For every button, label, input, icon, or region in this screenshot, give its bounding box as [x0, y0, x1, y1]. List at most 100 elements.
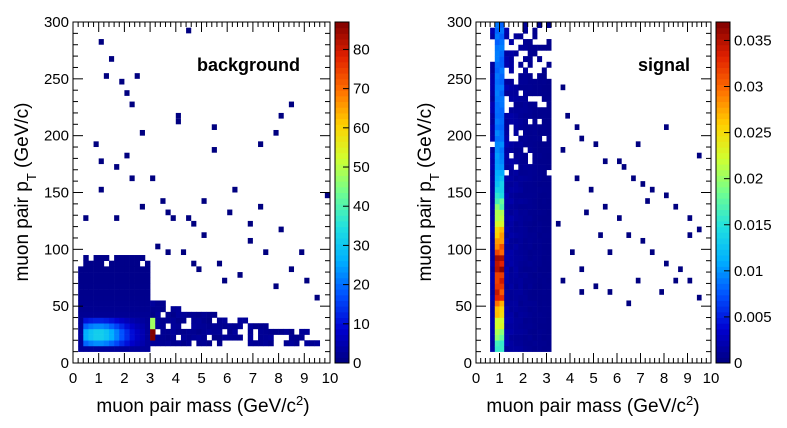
heatmap-cell [490, 272, 496, 279]
heatmap-cell [227, 328, 233, 335]
heatmap-cell [494, 33, 500, 40]
heatmap-cell [513, 186, 519, 193]
y-tick-label: 50 [52, 298, 69, 315]
heatmap-cell [144, 317, 151, 324]
heatmap-cell [119, 78, 125, 85]
heatmap-cell [83, 255, 89, 261]
heatmap-cell [494, 112, 500, 119]
heatmap-cell [546, 141, 552, 148]
colorbar-segment [716, 226, 730, 233]
heatmap-cell [139, 203, 145, 210]
colorbar-segment [335, 277, 349, 284]
heatmap-cell [114, 323, 120, 330]
heatmap-cell [124, 340, 130, 347]
heatmap-cell [211, 311, 218, 318]
heatmap-cell [499, 186, 505, 193]
heatmap-cell [541, 260, 547, 267]
heatmap-cell [139, 129, 145, 136]
heatmap-cell [523, 129, 528, 136]
heatmap-cell [129, 272, 135, 279]
heatmap-cell [119, 255, 125, 261]
heatmap-cell [103, 334, 110, 341]
heatmap-cell [541, 90, 547, 97]
heatmap-cell [523, 277, 528, 284]
heatmap-cell [201, 232, 207, 238]
heatmap-cell [119, 328, 125, 335]
heatmap-cell [504, 306, 510, 313]
heatmap-cell [98, 340, 105, 347]
heatmap-cell [508, 84, 514, 91]
heatmap-cell [499, 90, 505, 97]
colorbar-segment [335, 67, 349, 74]
heatmap-cell [78, 340, 84, 347]
heatmap-cell [518, 277, 524, 284]
heatmap-cell [504, 311, 510, 318]
heatmap-cell [518, 334, 524, 341]
heatmap-cell [527, 209, 533, 216]
colorbar-segment [716, 44, 730, 51]
heatmap-cell [494, 27, 500, 34]
colorbar-segment [716, 112, 730, 120]
heatmap-cell [494, 283, 500, 290]
heatmap-cell [546, 215, 552, 222]
heatmap-cell [88, 317, 94, 324]
heatmap-cell [494, 306, 500, 313]
heatmap-cell [504, 84, 510, 91]
heatmap-cell [124, 260, 130, 267]
heatmap-cell [523, 78, 528, 85]
heatmap-cell [206, 328, 213, 335]
heatmap-cell [103, 300, 110, 307]
heatmap-cell [93, 272, 99, 279]
heatmap-cell [537, 317, 543, 324]
heatmap-cell [504, 237, 510, 244]
heatmap-cell [546, 272, 552, 279]
heatmap-cell [508, 158, 514, 165]
heatmap-cell [196, 317, 202, 324]
heatmap-cell [103, 345, 110, 352]
heatmap-cell [546, 220, 552, 227]
heatmap-cell [499, 266, 505, 273]
heatmap-cell [206, 311, 213, 318]
heatmap-cell [490, 186, 496, 193]
heatmap-cell [490, 147, 496, 154]
heatmap-cell [134, 340, 141, 347]
heatmap-cell [129, 317, 135, 324]
heatmap-cell [490, 164, 496, 171]
heatmap-cell [513, 112, 519, 119]
colorbar-segment [716, 50, 730, 57]
heatmap-cell [546, 129, 552, 136]
heatmap-cell [513, 237, 519, 244]
heatmap-cell [499, 169, 505, 176]
heatmap-cell [532, 147, 538, 154]
heatmap-cell [216, 328, 223, 335]
heatmap-cell [201, 311, 207, 318]
colorbar-tick-label: 0.025 [734, 125, 772, 142]
heatmap-cell [160, 198, 166, 204]
colorbar-segment [335, 226, 349, 233]
heatmap-cell [288, 328, 295, 335]
heatmap-cell [499, 33, 505, 40]
heatmap-cell [537, 56, 543, 63]
heatmap-cell [541, 158, 547, 165]
colorbar-segment [335, 334, 349, 341]
heatmap-cell [518, 311, 524, 318]
colorbar-segment [716, 203, 730, 211]
heatmap-cell [247, 340, 254, 347]
colorbar-tick-label: 0.03 [734, 79, 763, 96]
heatmap-cell [114, 328, 120, 335]
heatmap-cell [527, 226, 533, 233]
x-tick-label: 8 [660, 370, 668, 387]
heatmap-cell [518, 95, 524, 102]
heatmap-cell [78, 300, 84, 307]
heatmap-cell [532, 141, 538, 148]
heatmap-cell [537, 158, 543, 165]
heatmap-cell [504, 78, 510, 85]
heatmap-cell [93, 311, 99, 318]
colorbar-border [334, 21, 350, 364]
heatmap-cell [494, 90, 500, 97]
heatmap-cell [134, 289, 141, 296]
heatmap-cell [508, 289, 514, 296]
heatmap-cell [523, 135, 528, 142]
heatmap-cell [155, 323, 161, 330]
